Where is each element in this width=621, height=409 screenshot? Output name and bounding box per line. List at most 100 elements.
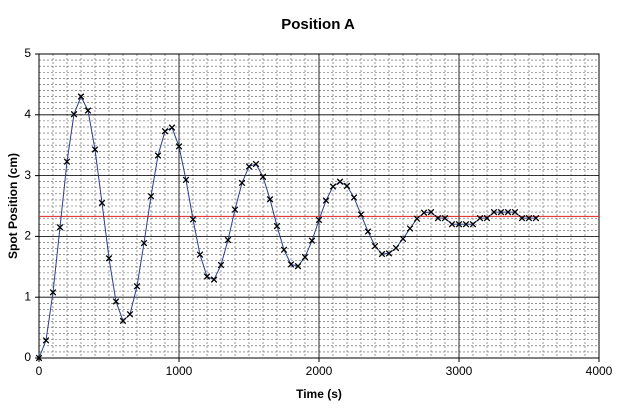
data-line xyxy=(38,95,536,359)
marker-stroke xyxy=(56,224,64,231)
marker-stroke xyxy=(336,178,344,185)
marker-stroke xyxy=(105,255,113,262)
y-tick-label: 3 xyxy=(24,168,31,182)
marker-stroke xyxy=(378,250,386,258)
data-point xyxy=(343,182,351,190)
data-point xyxy=(329,183,337,190)
marker-stroke xyxy=(77,93,85,100)
data-point xyxy=(238,179,246,187)
x-tick-label: 3000 xyxy=(446,364,473,378)
marker-stroke xyxy=(434,214,442,222)
marker-stroke xyxy=(70,110,78,118)
data-point xyxy=(35,354,43,362)
chart-title: Position A xyxy=(281,16,355,33)
data-point xyxy=(161,127,169,135)
marker-stroke xyxy=(315,216,323,224)
marker-stroke xyxy=(280,246,288,254)
marker-stroke xyxy=(420,209,428,216)
marker-stroke xyxy=(511,208,519,216)
data-point xyxy=(266,196,274,203)
marker-stroke xyxy=(224,236,232,244)
marker-stroke xyxy=(350,194,358,201)
data-point xyxy=(91,146,99,153)
marker-stroke xyxy=(476,214,484,222)
marker-stroke xyxy=(203,273,211,280)
data-point xyxy=(385,250,393,257)
data-point xyxy=(147,193,155,200)
y-axis-label: Spot Position (cm) xyxy=(6,153,20,259)
marker-stroke xyxy=(504,208,512,216)
marker-stroke xyxy=(343,182,351,190)
marker-stroke xyxy=(462,220,470,228)
x-tick-label: 0 xyxy=(36,364,43,378)
data-point xyxy=(427,208,435,216)
data-point xyxy=(301,253,309,261)
data-point xyxy=(105,255,113,262)
marker-stroke xyxy=(245,163,253,170)
data-point xyxy=(126,310,134,318)
data-point xyxy=(49,289,57,296)
data-point xyxy=(448,220,456,228)
marker-stroke xyxy=(399,235,407,243)
marker-stroke xyxy=(266,196,274,203)
marker-stroke xyxy=(42,337,50,344)
data-point xyxy=(406,225,414,232)
marker-stroke xyxy=(119,317,127,325)
data-point xyxy=(483,214,491,222)
data-point xyxy=(476,214,484,222)
data-point xyxy=(119,317,127,325)
data-point xyxy=(378,250,386,258)
data-point xyxy=(420,209,428,216)
data-point xyxy=(252,160,260,168)
data-point xyxy=(245,163,253,170)
marker-stroke xyxy=(259,173,267,181)
data-point xyxy=(511,208,519,216)
x-axis-label: Time (s) xyxy=(296,387,342,401)
data-point xyxy=(231,206,239,213)
marker-stroke xyxy=(448,220,456,228)
data-point xyxy=(469,220,477,228)
marker-stroke xyxy=(322,197,330,204)
marker-stroke xyxy=(357,211,365,218)
data-point xyxy=(350,194,358,201)
data-point xyxy=(525,214,533,222)
data-point xyxy=(490,208,498,216)
data-point xyxy=(399,235,407,243)
marker-stroke xyxy=(413,215,421,223)
x-tick-label: 2000 xyxy=(306,364,333,378)
marker-stroke xyxy=(490,208,498,216)
data-point xyxy=(462,220,470,228)
data-point xyxy=(112,298,120,305)
data-point xyxy=(224,236,232,244)
marker-stroke xyxy=(518,214,526,222)
marker-stroke xyxy=(210,276,218,283)
marker-stroke xyxy=(455,220,463,228)
marker-stroke xyxy=(385,250,393,257)
data-point xyxy=(175,143,183,150)
data-point xyxy=(455,220,463,228)
marker-stroke xyxy=(497,208,505,216)
marker-stroke xyxy=(273,222,281,230)
marker-stroke xyxy=(154,152,162,159)
data-point xyxy=(203,273,211,280)
marker-stroke xyxy=(161,127,169,135)
data-point xyxy=(413,215,421,223)
data-point xyxy=(140,239,148,247)
data-point xyxy=(518,214,526,222)
marker-stroke xyxy=(371,242,379,250)
marker-stroke xyxy=(287,261,295,268)
data-point xyxy=(98,199,106,207)
marker-stroke xyxy=(231,206,239,213)
data-point xyxy=(77,93,85,100)
data-point xyxy=(357,211,365,218)
marker-stroke xyxy=(294,262,302,270)
marker-stroke xyxy=(112,298,120,305)
marker-stroke xyxy=(427,208,435,216)
y-tick-label: 1 xyxy=(24,289,31,303)
data-point xyxy=(371,242,379,250)
marker-stroke xyxy=(98,199,106,207)
data-point xyxy=(84,107,92,114)
y-tick-label: 0 xyxy=(24,350,31,364)
marker-stroke xyxy=(35,354,43,362)
data-point xyxy=(322,197,330,204)
